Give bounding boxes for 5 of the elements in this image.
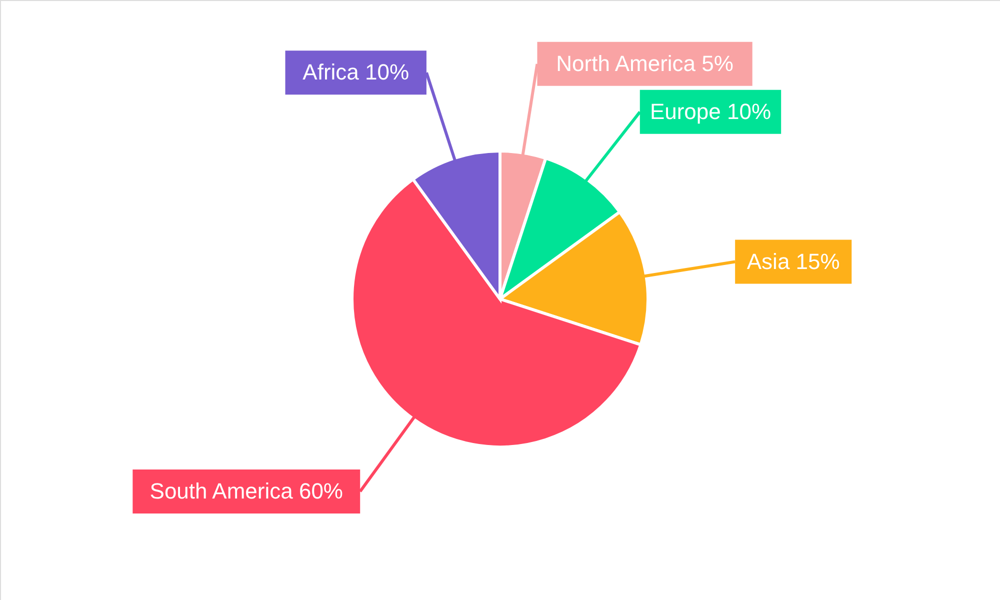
slice-label: Africa 10% [302, 60, 410, 85]
slice-label: North America 5% [556, 50, 734, 76]
slice-label: Europe 10% [650, 98, 772, 124]
slice-label: Asia 15% [746, 248, 840, 274]
slice-label: South America 60% [150, 478, 344, 504]
